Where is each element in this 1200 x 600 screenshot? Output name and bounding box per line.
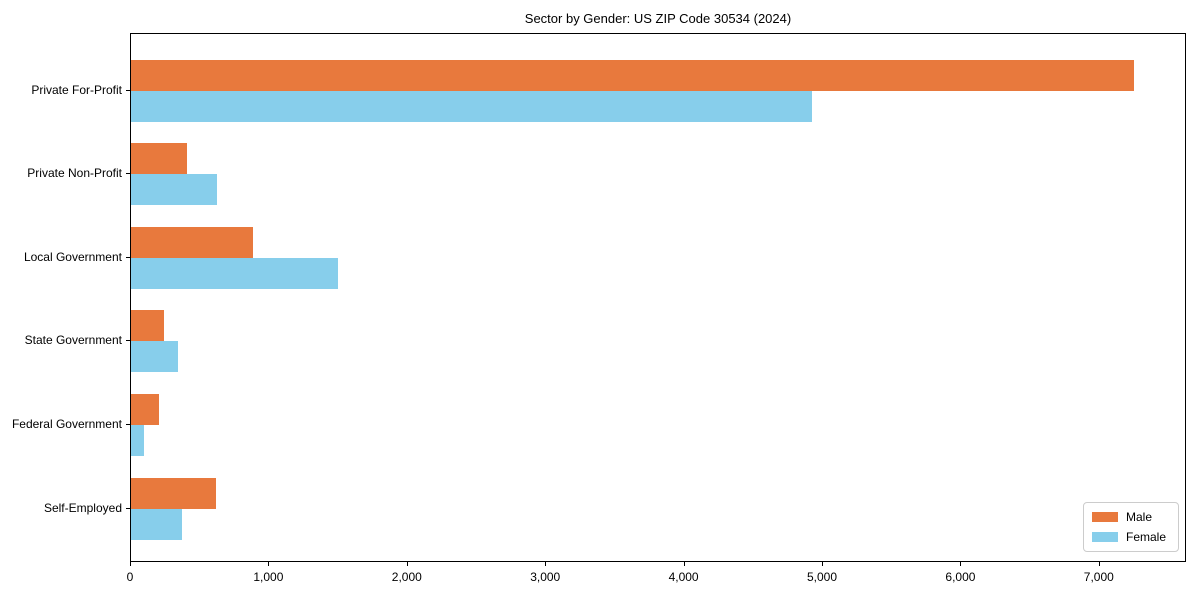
x-tick-label: 6,000 [945, 570, 976, 584]
plot-area: Male Female [130, 33, 1186, 562]
bar-female-3 [131, 341, 178, 373]
x-axis-tick [545, 562, 547, 566]
y-tick-label: Self-Employed [43, 500, 122, 515]
bar-male-3 [131, 310, 164, 342]
x-tick-label: 7,000 [1083, 570, 1114, 584]
y-axis-tick [126, 256, 130, 258]
bar-female-5 [131, 508, 182, 540]
legend-swatch-female [1091, 532, 1118, 542]
x-tick-label: 1,000 [253, 570, 284, 584]
x-axis-tick [683, 562, 685, 566]
x-tick-label: 2,000 [391, 570, 422, 584]
legend: Male Female [1082, 502, 1179, 552]
bar-male-5 [131, 477, 216, 509]
y-axis-tick [126, 424, 130, 426]
x-axis-tick [406, 562, 408, 566]
y-tick-label: State Government [24, 333, 122, 348]
x-tick-label: 5,000 [806, 570, 838, 584]
y-axis-tick [126, 340, 130, 342]
y-tick-label: Private For-Profit [31, 82, 122, 97]
legend-swatch-male [1091, 512, 1118, 522]
x-axis-tick [1098, 562, 1100, 566]
bar-male-0 [131, 59, 1134, 91]
x-axis-tick [268, 562, 270, 566]
legend-item-female: Female [1091, 530, 1166, 544]
x-tick-label: 0 [126, 570, 134, 584]
bar-female-2 [131, 257, 338, 289]
legend-label-male: Male [1125, 510, 1152, 524]
y-axis-tick [126, 173, 130, 175]
x-axis-tick [960, 562, 962, 566]
x-tick-label: 3,000 [530, 570, 561, 584]
y-tick-label: Federal Government [11, 417, 122, 432]
legend-label-female: Female [1125, 530, 1166, 544]
y-tick-label: Local Government [23, 249, 122, 264]
bar-male-4 [131, 394, 159, 426]
chart-title: Sector by Gender: US ZIP Code 30534 (202… [524, 11, 792, 26]
bar-female-0 [131, 90, 812, 122]
bar-male-1 [131, 143, 187, 175]
y-axis-tick [126, 89, 130, 91]
bar-male-2 [131, 226, 253, 258]
x-tick-label: 4,000 [668, 570, 699, 584]
x-axis-tick [130, 562, 131, 566]
legend-item-male: Male [1091, 510, 1166, 524]
y-tick-label: Private Non-Profit [27, 166, 122, 181]
bar-female-4 [131, 425, 144, 457]
bar-female-1 [131, 174, 217, 206]
y-axis-tick [126, 507, 130, 509]
x-axis-tick [822, 562, 823, 566]
